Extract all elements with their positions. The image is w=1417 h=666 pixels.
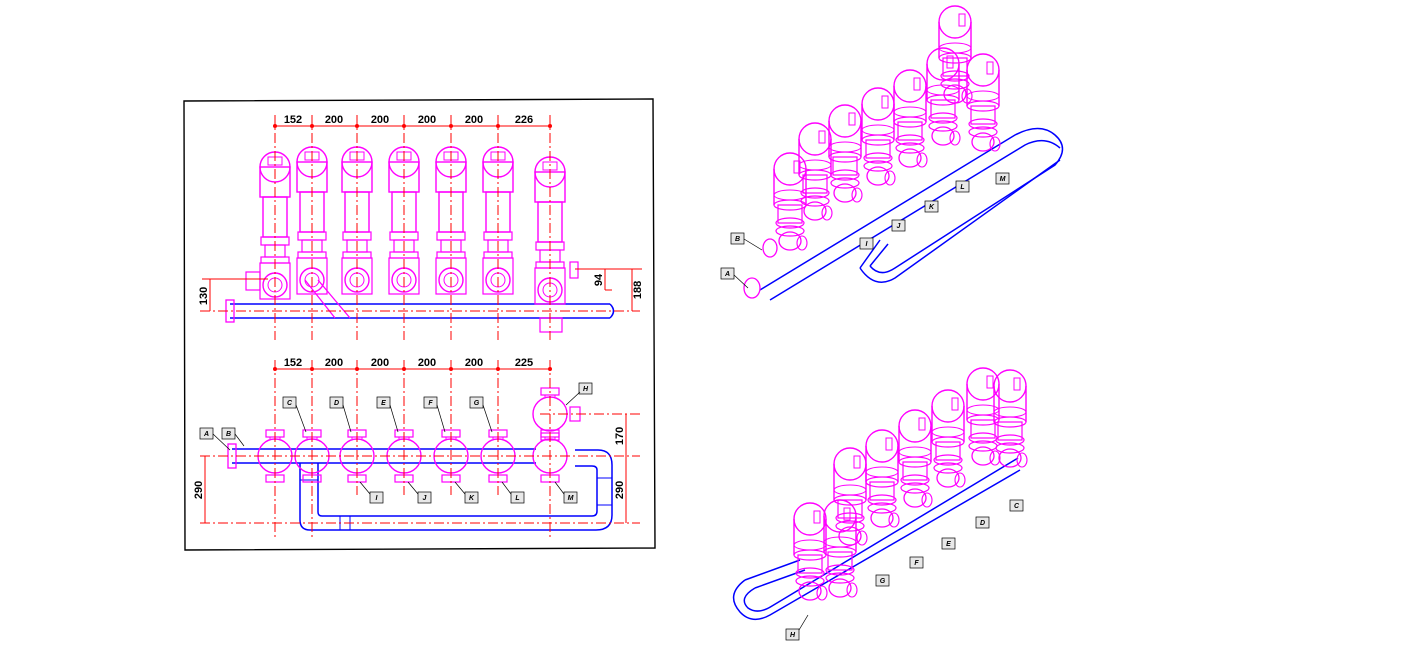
svg-text:A: A xyxy=(203,431,209,438)
front-spacing-4: 200 xyxy=(418,114,436,126)
plan-tag-b: B xyxy=(221,427,245,447)
plan-height-right-top: 170 xyxy=(614,427,626,445)
svg-text:B: B xyxy=(735,236,740,243)
svg-text:M: M xyxy=(568,495,574,502)
svg-text:E: E xyxy=(946,541,951,548)
front-spacing-5: 200 xyxy=(465,114,483,126)
plan-tag-j: J xyxy=(407,481,432,504)
svg-text:I: I xyxy=(866,241,869,248)
front-spacing-3: 200 xyxy=(371,114,389,126)
plan-height-right-bottom: 290 xyxy=(614,481,626,499)
svg-text:J: J xyxy=(897,223,902,230)
isometric-view-bottom: C D E F G H xyxy=(732,367,1028,641)
iso-top-tag-a: A xyxy=(720,267,749,289)
iso-bottom-tag-c: C xyxy=(1009,499,1024,512)
plan-spacing-4: 200 xyxy=(418,357,436,369)
svg-text:A: A xyxy=(724,271,730,278)
iso-top-tag-i: I xyxy=(859,237,874,250)
front-spacing-6: 226 xyxy=(515,114,533,126)
plan-spacing-5: 200 xyxy=(465,357,483,369)
plan-height-left: 290 xyxy=(193,481,205,499)
iso-bottom-tag-g: G xyxy=(875,574,890,587)
iso-top-tag-l: L xyxy=(955,180,970,193)
svg-text:K: K xyxy=(469,495,475,502)
svg-text:C: C xyxy=(1014,503,1020,510)
plan-tag-c: C xyxy=(282,396,307,433)
front-height-right-large: 188 xyxy=(632,281,644,299)
svg-text:H: H xyxy=(583,386,589,393)
front-elevation: 152 200 200 200 200 226 130 94 188 xyxy=(198,114,644,340)
front-spacing-1: 152 xyxy=(284,114,302,126)
iso-top-tag-b: B xyxy=(730,232,763,251)
orthographic-drawing-frame xyxy=(183,98,656,551)
isometric-view-top: B A I J K L M xyxy=(720,5,1064,301)
iso-bottom-tag-h: H xyxy=(785,614,809,641)
svg-text:K: K xyxy=(929,204,935,211)
front-spacing-2: 200 xyxy=(325,114,343,126)
svg-text:I: I xyxy=(376,495,379,502)
plan-spacing-2: 200 xyxy=(325,357,343,369)
iso-top-tag-j: J xyxy=(891,219,906,232)
plan-tag-l: L xyxy=(501,481,525,504)
iso-bottom-tag-e: E xyxy=(941,537,956,550)
plan-tag-g: G xyxy=(469,396,493,433)
iso-top-tag-k: K xyxy=(924,200,939,213)
plan-spacing-6: 225 xyxy=(515,357,533,369)
plan-spacing-3: 200 xyxy=(371,357,389,369)
iso-bottom-tag-f: F xyxy=(909,556,924,569)
svg-text:L: L xyxy=(960,184,964,191)
svg-text:G: G xyxy=(474,400,480,407)
plan-tag-f: F xyxy=(423,396,446,433)
svg-text:J: J xyxy=(423,495,428,502)
front-height-left: 130 xyxy=(198,287,210,305)
plan-tag-h: H xyxy=(565,382,593,406)
svg-text:H: H xyxy=(790,632,796,639)
plan-tag-d: D xyxy=(329,396,352,433)
svg-text:M: M xyxy=(1000,176,1006,183)
plan-tag-m: M xyxy=(554,481,578,504)
svg-text:B: B xyxy=(226,431,231,438)
plan-tag-k: K xyxy=(454,481,479,504)
svg-text:E: E xyxy=(381,400,386,407)
plan-view: 152 200 200 200 200 225 290 170 290 A B … xyxy=(193,357,640,540)
svg-text:F: F xyxy=(914,560,919,567)
iso-bottom-tag-d: D xyxy=(975,516,990,529)
svg-text:D: D xyxy=(980,520,985,527)
plan-spacing-1: 152 xyxy=(284,357,302,369)
svg-text:D: D xyxy=(334,400,339,407)
plan-tag-a: A xyxy=(199,427,231,451)
front-height-right-small: 94 xyxy=(593,273,605,286)
plan-tag-e: E xyxy=(376,396,399,433)
plan-tag-i: I xyxy=(359,481,384,504)
svg-text:L: L xyxy=(515,495,519,502)
iso-top-tag-m: M xyxy=(995,172,1010,185)
svg-text:F: F xyxy=(428,400,433,407)
svg-text:G: G xyxy=(880,578,886,585)
svg-text:C: C xyxy=(287,400,293,407)
